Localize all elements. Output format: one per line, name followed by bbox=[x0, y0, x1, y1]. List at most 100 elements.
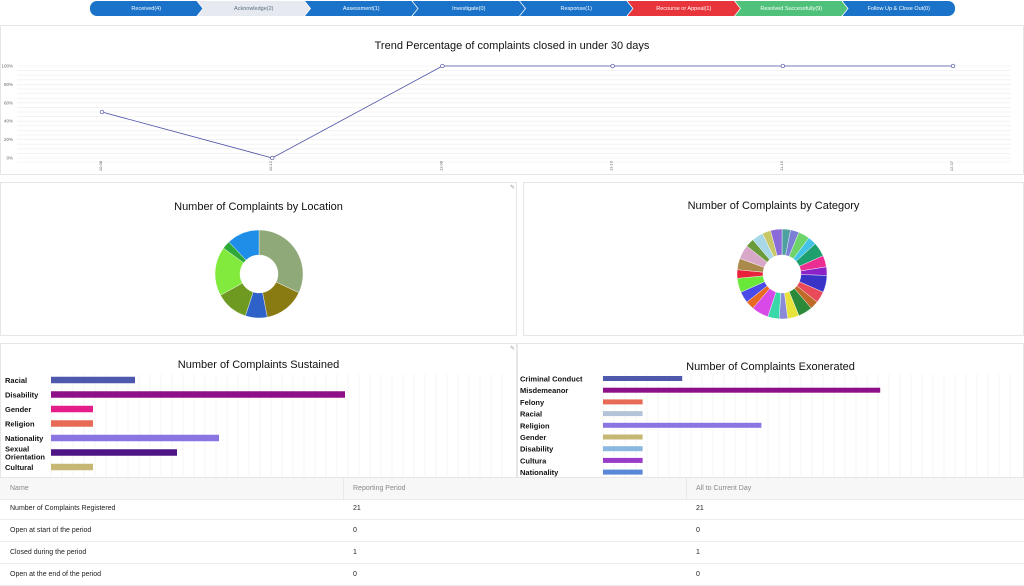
y-tick-label: 100% bbox=[1, 64, 13, 69]
bar bbox=[51, 434, 219, 442]
exonerated-bar-chart: Criminal Conduct Misdemeanor Felony Racial R… bbox=[520, 374, 1011, 477]
complaints-summary-table: Name Reporting Period All to Current Day… bbox=[0, 478, 1024, 586]
data-point bbox=[270, 155, 275, 161]
table-row: Open at start of the period 0 0 bbox=[0, 520, 1024, 542]
pie-slice bbox=[770, 228, 783, 256]
y-tick-label: 20% bbox=[4, 137, 13, 142]
x-tick-label: 12-07 bbox=[949, 160, 954, 171]
trend-line-chart: 0% 20% 40% 60% 80% 100% 10-08 10-12 11-08 11-10 11… bbox=[1, 63, 1011, 171]
location-pie-title: Number of Complaints by Location bbox=[174, 201, 343, 213]
sustained-bar-chart: Racial Disability Gender Religion Nationalit… bbox=[5, 374, 503, 477]
category-label: Misdemeanor bbox=[520, 386, 568, 395]
bar bbox=[51, 405, 93, 413]
exonerated-bar-panel: Number of Complaints Exonerated Criminal… bbox=[517, 343, 1024, 478]
category-label: Religion bbox=[5, 420, 35, 429]
category-label: Cultural bbox=[5, 463, 33, 472]
row-name: Number of Complaints Registered bbox=[10, 505, 116, 512]
bar bbox=[603, 469, 643, 475]
column-header: Name bbox=[10, 485, 29, 492]
category-label: Racial bbox=[5, 376, 27, 385]
table-header-row: Name Reporting Period All to Current Day bbox=[0, 478, 1024, 500]
bar bbox=[603, 387, 881, 393]
data-point bbox=[440, 63, 445, 69]
column-header: All to Current Day bbox=[696, 485, 752, 492]
data-point bbox=[99, 109, 105, 115]
bar bbox=[603, 399, 643, 405]
y-tick-label: 60% bbox=[4, 100, 13, 105]
category-label: Gender bbox=[520, 433, 546, 442]
category-label: Disability bbox=[5, 391, 39, 400]
bar bbox=[603, 434, 643, 440]
category-label: Criminal Conduct bbox=[520, 375, 583, 384]
row-all-to-date: 21 bbox=[696, 505, 704, 512]
y-tick-label: 80% bbox=[4, 82, 13, 87]
pipeline-stage[interactable]: Assessment(1) bbox=[305, 1, 418, 16]
bar bbox=[603, 457, 643, 463]
category-label: Cultura bbox=[520, 456, 547, 465]
bar bbox=[603, 446, 643, 452]
y-tick-label: 40% bbox=[4, 119, 13, 124]
pipeline-stage[interactable]: Received(4) bbox=[90, 1, 203, 16]
bar bbox=[51, 463, 93, 471]
category-label: Gender bbox=[5, 405, 31, 414]
category-label: Orientation bbox=[5, 453, 45, 462]
location-pie-panel: Number of Complaints by Location ✎ bbox=[0, 182, 517, 336]
data-point bbox=[610, 63, 615, 69]
row-name: Closed during the period bbox=[10, 549, 87, 556]
row-reporting-period: 21 bbox=[353, 505, 361, 512]
pipeline-stage[interactable]: Acknowledge(2) bbox=[198, 1, 311, 16]
x-tick-label: 10-08 bbox=[98, 160, 103, 171]
pipeline-stage[interactable]: Resolved Successfully(9) bbox=[735, 1, 848, 16]
table-row: Closed during the period 1 1 bbox=[0, 542, 1024, 564]
category-pie-title: Number of Complaints by Category bbox=[687, 200, 860, 212]
table-row: Open at the end of the period 0 0 bbox=[0, 564, 1024, 586]
pipeline-stage[interactable]: Follow Up & Close Out(0) bbox=[842, 1, 955, 16]
category-label: Religion bbox=[520, 421, 550, 430]
pie-slice bbox=[228, 229, 260, 261]
bar bbox=[603, 376, 683, 381]
bar bbox=[51, 449, 177, 456]
row-reporting-period: 1 bbox=[353, 549, 357, 556]
row-name: Open at start of the period bbox=[10, 527, 92, 534]
category-label: Racial bbox=[520, 410, 542, 419]
sustained-bar-title: Number of Complaints Sustained bbox=[177, 359, 340, 371]
bar bbox=[603, 422, 762, 428]
bar bbox=[51, 420, 93, 427]
category-label: Nationality bbox=[520, 468, 559, 477]
trend-chart-panel: Trend Percentage of complaints closed in… bbox=[0, 25, 1024, 175]
bar bbox=[603, 411, 643, 417]
status-pipeline: Received(4) Acknowledge(2) Assessment(1) In… bbox=[90, 1, 955, 16]
data-point bbox=[950, 63, 956, 69]
x-tick-label: 11-15 bbox=[779, 160, 784, 171]
location-donut-chart bbox=[214, 229, 304, 319]
x-tick-label: 10-12 bbox=[268, 160, 273, 171]
bar bbox=[51, 376, 135, 384]
sustained-bar-panel: Number of Complaints Sustained ✎ Racial D… bbox=[0, 343, 517, 478]
row-name: Open at the end of the period bbox=[10, 571, 102, 578]
row-all-to-date: 0 bbox=[696, 571, 700, 578]
y-tick-label: 0% bbox=[6, 156, 13, 161]
row-reporting-period: 0 bbox=[353, 527, 357, 534]
pipeline-stage[interactable]: Response(1) bbox=[520, 1, 633, 16]
row-all-to-date: 0 bbox=[696, 527, 700, 534]
pipeline-stage[interactable]: Investigate(0) bbox=[413, 1, 526, 16]
category-label: Disability bbox=[520, 445, 554, 454]
pencil-icon[interactable]: ✎ bbox=[510, 346, 516, 352]
pie-slice bbox=[258, 229, 304, 294]
column-header: Reporting Period bbox=[353, 485, 406, 492]
bar bbox=[51, 391, 345, 398]
category-pie-panel: Number of Complaints by Category bbox=[523, 182, 1024, 336]
row-all-to-date: 1 bbox=[696, 549, 700, 556]
pencil-icon[interactable]: ✎ bbox=[510, 185, 516, 191]
data-point bbox=[780, 63, 785, 69]
exonerated-bar-title: Number of Complaints Exonerated bbox=[686, 361, 855, 373]
table-row: Number of Complaints Registered 21 21 bbox=[0, 498, 1024, 520]
x-tick-label: 11-08 bbox=[438, 160, 443, 171]
category-label: Sexual bbox=[5, 445, 29, 454]
category-donut-chart bbox=[736, 228, 828, 320]
series-line bbox=[101, 65, 953, 159]
x-tick-label: 11-10 bbox=[609, 160, 614, 171]
category-label: Felony bbox=[520, 398, 545, 407]
pipeline-stage[interactable]: Recourse or Appeal(1) bbox=[628, 1, 741, 16]
category-label: Nationality bbox=[5, 434, 44, 443]
